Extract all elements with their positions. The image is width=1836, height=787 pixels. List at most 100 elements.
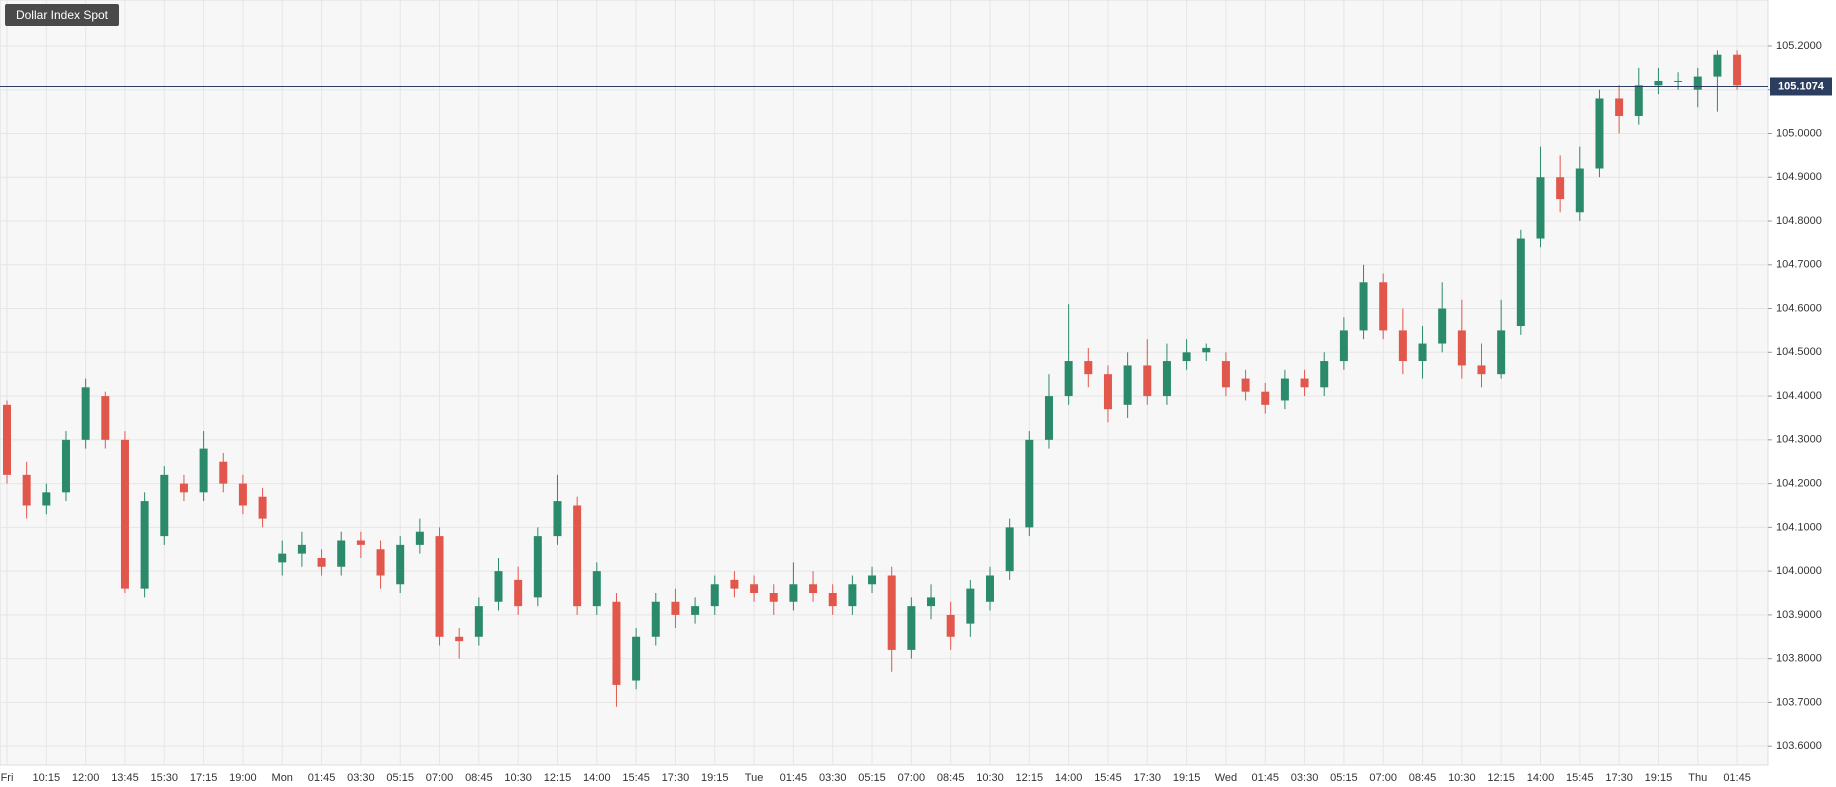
y-tick-label: 104.0000 <box>1776 565 1822 577</box>
candle-body <box>455 636 464 642</box>
x-tick-label: 17:15 <box>190 772 218 784</box>
candle-body <box>691 606 700 615</box>
candle-body <box>514 579 523 607</box>
candle-body <box>1713 54 1722 77</box>
x-tick-label: 19:15 <box>1645 772 1673 784</box>
candle-body <box>81 387 90 440</box>
x-tick-label: 14:00 <box>583 772 611 784</box>
chart-title: Dollar Index Spot <box>16 8 109 22</box>
y-tick-label: 104.5000 <box>1776 346 1822 358</box>
y-tick-label: 103.7000 <box>1776 696 1822 708</box>
candle-body <box>1025 439 1034 528</box>
candle-body <box>1634 85 1643 116</box>
candle-body <box>435 536 444 637</box>
candle-body <box>1084 361 1093 375</box>
candle-body <box>101 396 110 440</box>
candle-body <box>120 439 129 589</box>
x-tick-label: 07:00 <box>1369 772 1397 784</box>
candle-body <box>1477 365 1486 375</box>
candle-body <box>356 540 365 545</box>
candle-body <box>179 483 188 493</box>
candle-body <box>809 584 818 594</box>
last-price-box <box>1770 77 1832 96</box>
candle-body <box>258 496 267 519</box>
x-tick-label: 08:45 <box>937 772 965 784</box>
candle-body <box>1044 396 1053 440</box>
candle-body <box>337 540 346 567</box>
x-tick-label: 10:30 <box>976 772 1004 784</box>
candle-body <box>651 601 660 637</box>
candle-body <box>494 571 503 602</box>
x-tick-label: 05:15 <box>386 772 414 784</box>
candle-body <box>219 461 228 484</box>
candle-body <box>1438 308 1447 344</box>
y-tick-label: 103.6000 <box>1776 740 1822 752</box>
x-tick-label: 14:00 <box>1055 772 1083 784</box>
candle-body <box>396 544 405 585</box>
x-tick-label: 13:45 <box>111 772 139 784</box>
x-tick-label: 08:45 <box>465 772 493 784</box>
x-tick-label: 01:45 <box>1251 772 1279 784</box>
candle-body <box>887 575 896 650</box>
y-tick-label: 103.8000 <box>1776 653 1822 665</box>
x-tick-label: 17:30 <box>662 772 690 784</box>
candle-body <box>1280 378 1289 401</box>
candle-body <box>1595 98 1604 169</box>
x-tick-label: 01:45 <box>1723 772 1751 784</box>
candle-body <box>671 601 680 615</box>
x-tick-label: 07:00 <box>426 772 454 784</box>
x-tick-label: 12:15 <box>1016 772 1044 784</box>
x-tick-label: 15:30 <box>151 772 179 784</box>
candle-body <box>278 553 287 563</box>
candle-body <box>1103 374 1112 410</box>
candle-body <box>1300 378 1309 388</box>
candle-body <box>1359 282 1368 331</box>
candle-body <box>1320 361 1329 388</box>
candle-body <box>848 584 857 607</box>
candle-body <box>1339 330 1348 362</box>
x-tick-label: Thu <box>1688 772 1707 784</box>
y-tick-label: 104.8000 <box>1776 215 1822 227</box>
candle-body <box>553 501 562 537</box>
x-tick-label: 17:30 <box>1134 772 1162 784</box>
x-tick-label: 01:45 <box>308 772 336 784</box>
candle-body <box>1398 330 1407 362</box>
candle-body <box>986 575 994 602</box>
candle-body <box>573 505 582 607</box>
last-price-label: 105.1074 <box>1778 80 1825 92</box>
candle-body <box>297 544 306 554</box>
x-tick-label: 15:45 <box>622 772 650 784</box>
candle-body <box>1202 347 1211 353</box>
y-tick-label: 104.2000 <box>1776 478 1822 490</box>
x-tick-label: 10:15 <box>33 772 61 784</box>
candle-body <box>317 557 326 567</box>
title-box <box>5 4 119 26</box>
candle-body <box>1064 361 1073 397</box>
x-tick-label: 12:00 <box>72 772 100 784</box>
x-tick-label: Wed <box>1215 772 1237 784</box>
y-tick-label: 104.4000 <box>1776 390 1822 402</box>
x-tick-label: Fri <box>1 772 14 784</box>
candle-body <box>1556 177 1565 200</box>
candle-body <box>750 584 759 594</box>
x-tick-label: 19:00 <box>229 772 257 784</box>
candle-body <box>966 588 975 624</box>
candle-body <box>1123 365 1132 405</box>
y-tick-label: 105.2000 <box>1776 40 1822 52</box>
candle-body <box>533 536 542 598</box>
candle-body <box>730 579 739 589</box>
y-tick-label: 103.9000 <box>1776 609 1822 621</box>
candle-body <box>946 614 955 637</box>
candle-body <box>1182 352 1191 362</box>
candle-body <box>1221 361 1230 388</box>
y-tick-label: 104.6000 <box>1776 302 1822 314</box>
candle-body <box>632 636 641 681</box>
candle-body <box>140 501 149 589</box>
x-tick-label: 03:30 <box>1291 772 1319 784</box>
candle-body <box>1674 80 1683 82</box>
x-tick-label: 03:30 <box>819 772 847 784</box>
candle-body <box>22 474 31 506</box>
x-tick-label: 14:00 <box>1527 772 1555 784</box>
y-tick-label: 105.0000 <box>1776 127 1822 139</box>
candle-body <box>3 404 11 475</box>
